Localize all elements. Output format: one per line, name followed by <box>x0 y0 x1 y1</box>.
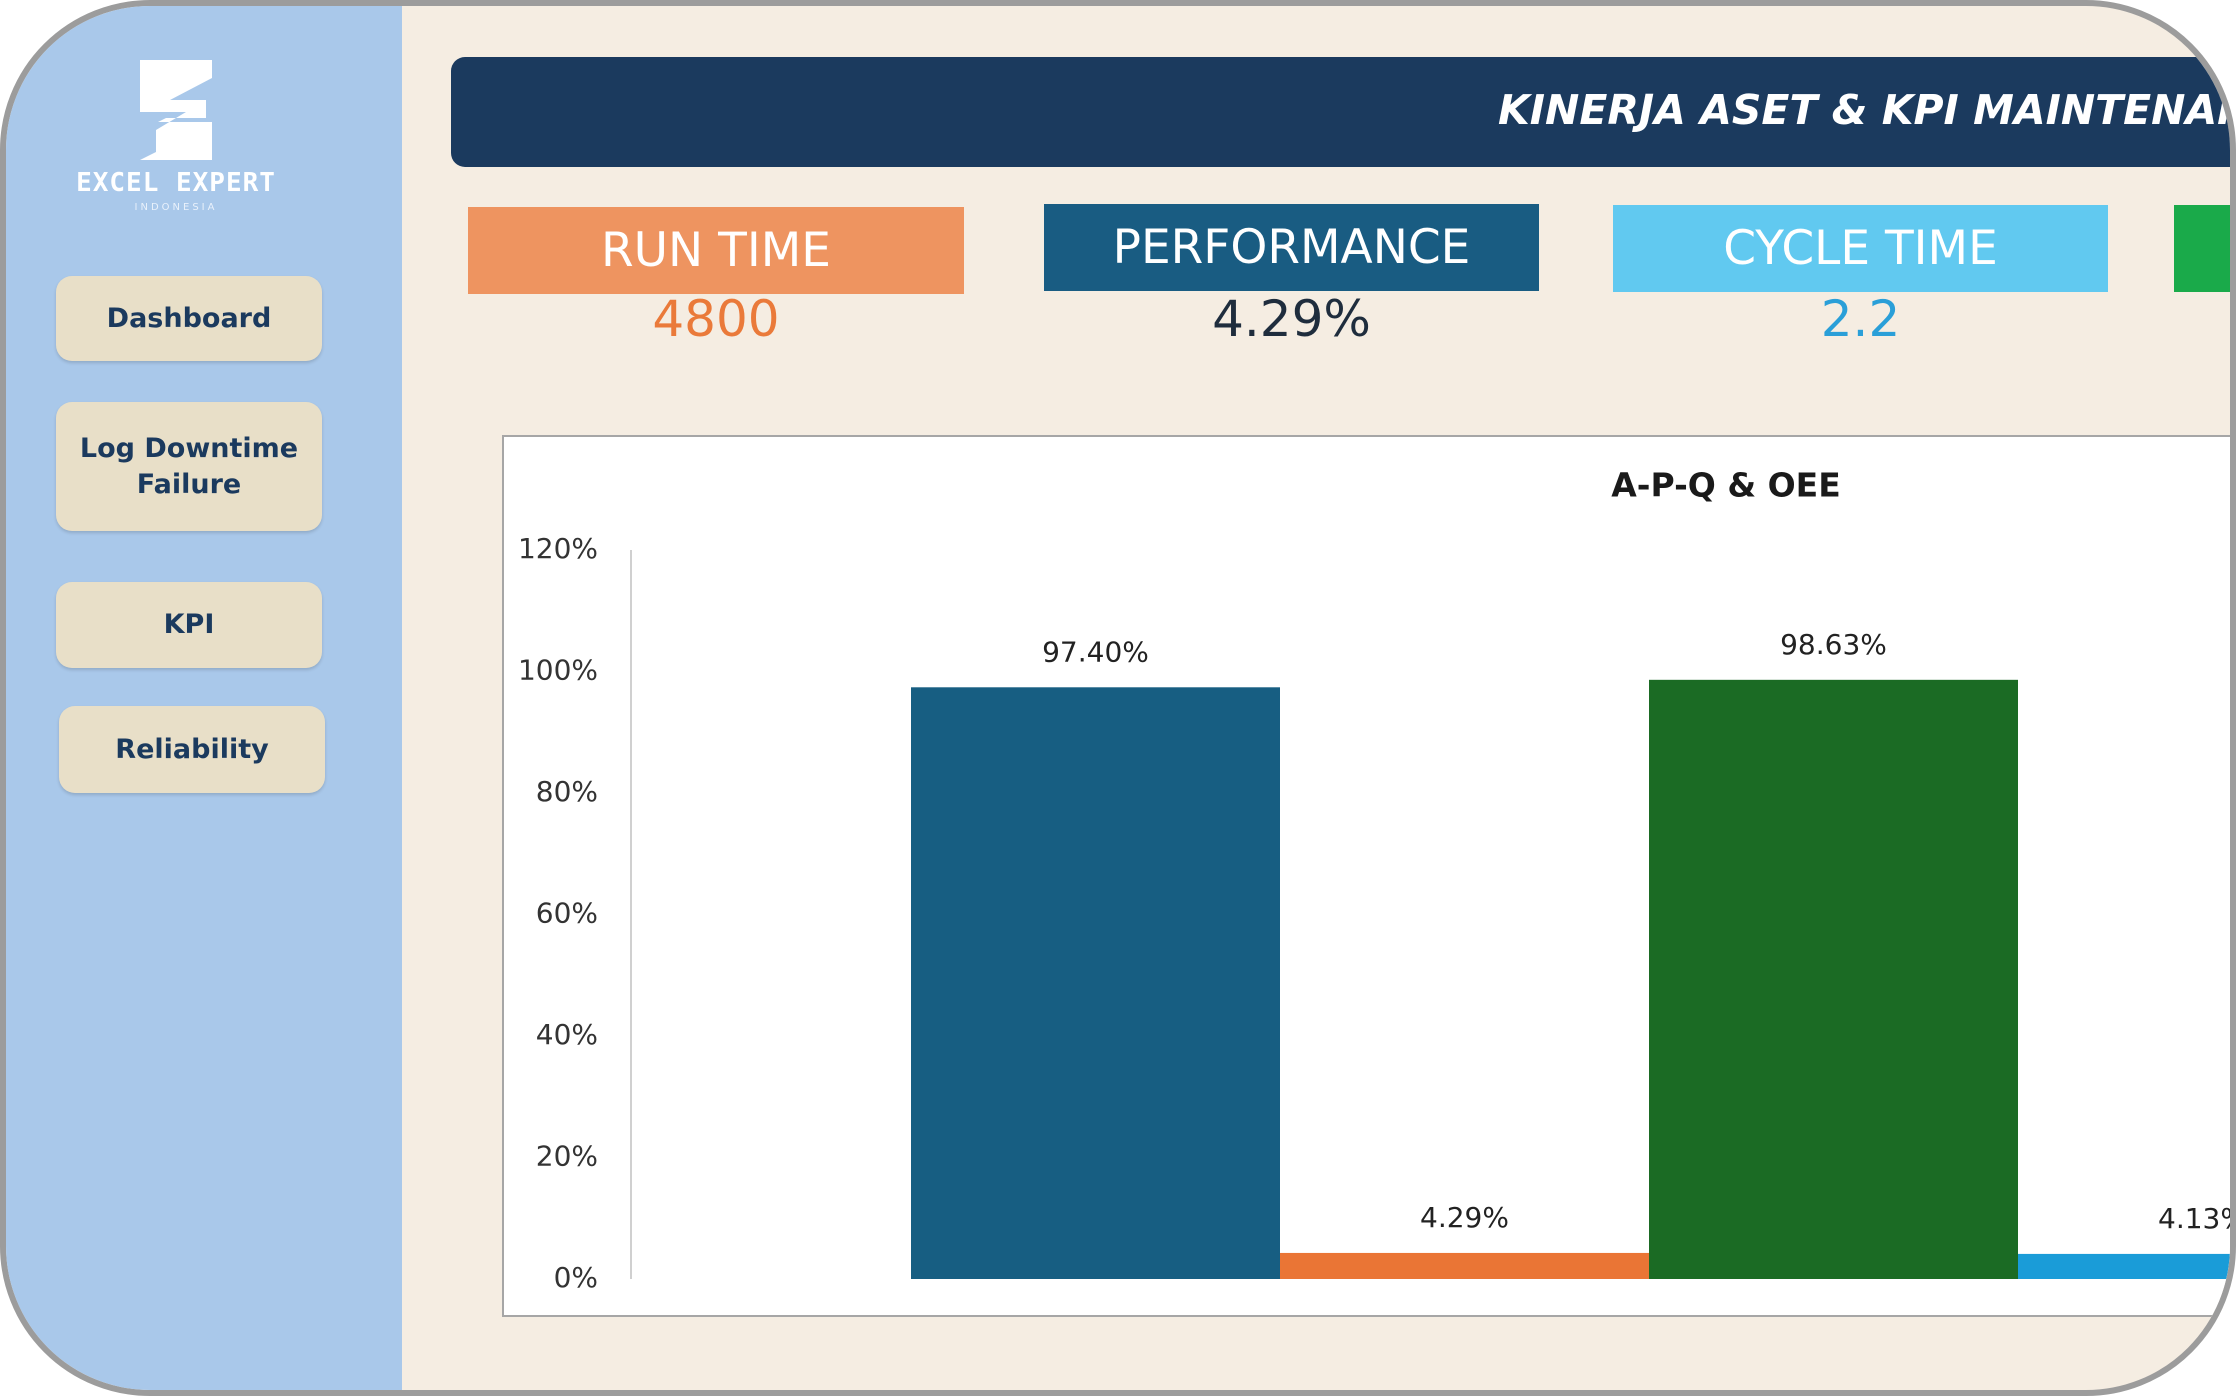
bar <box>2018 1253 2230 1279</box>
header-title: KINERJA ASET & KPI MAINTENANCE <box>1498 86 2236 134</box>
y-tick-label: 0% <box>554 1261 598 1294</box>
kpi-card-value: 4.29% <box>1212 290 1371 348</box>
y-tick-label: 80% <box>536 775 598 808</box>
header-bar: KINERJA ASET & KPI MAINTENANCE <box>451 57 2236 167</box>
bar <box>911 687 1280 1279</box>
bar <box>1649 679 2018 1279</box>
y-tick-label: 20% <box>536 1140 598 1173</box>
kpi-card <box>2174 205 2230 292</box>
data-label: 4.13% <box>2158 1202 2236 1235</box>
logo-tagline: INDONESIA <box>134 202 218 213</box>
bar <box>1280 1252 1649 1279</box>
nav-button[interactable]: Log Downtime Failure <box>56 402 322 531</box>
data-label: 97.40% <box>1042 635 1149 668</box>
sidebar: EXCEL EXPERT INDONESIA Dashboard Log Dow… <box>6 6 402 1390</box>
nav-button[interactable]: Reliability <box>59 706 325 793</box>
kpi-card-label: CYCLE TIME <box>1613 205 2108 292</box>
kpi-card-label: RUN TIME <box>468 207 964 294</box>
chart-panel: A-P-Q & OEE 0% 20% 40% 60% 80% 100% 120% 97.40%… <box>502 435 2236 1317</box>
nav-button[interactable]: KPI <box>56 582 322 668</box>
y-tick-label: 40% <box>536 1018 598 1051</box>
data-label: 98.63% <box>1780 628 1887 661</box>
nav-button[interactable]: Dashboard <box>56 276 322 361</box>
kpi-card-value: 2.2 <box>1820 290 1901 348</box>
logo-icon <box>140 60 212 160</box>
kpi-card-label: PERFORMANCE <box>1044 204 1539 291</box>
logo-name: EXCEL EXPERT <box>76 168 276 198</box>
y-tick-label: 100% <box>518 654 598 687</box>
data-label: 4.29% <box>1420 1201 1509 1234</box>
kpi-card-value: 4800 <box>652 290 780 348</box>
y-tick-label: 60% <box>536 897 598 930</box>
chart-title: A-P-Q & OEE <box>1611 466 1841 505</box>
chart: A-P-Q & OEE 0% 20% 40% 60% 80% 100% 120% 97.40%… <box>518 466 2236 1294</box>
y-tick-label: 120% <box>518 532 598 565</box>
